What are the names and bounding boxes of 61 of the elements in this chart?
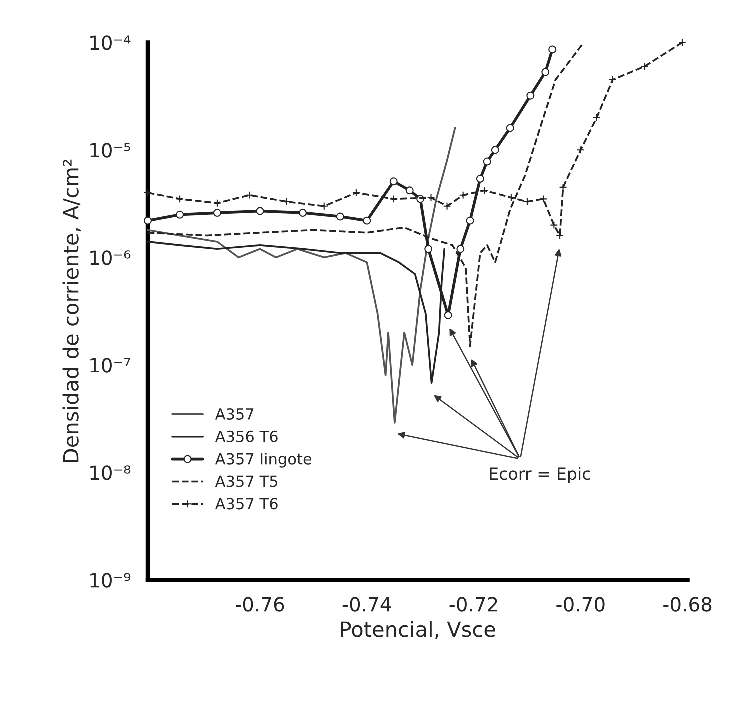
point [592, 114, 601, 122]
point [608, 76, 617, 84]
legend-label: A356 T6 [215, 430, 278, 442]
x-tick-label: -0.70 [556, 597, 605, 612]
legend-label: A357 [215, 408, 254, 420]
point [298, 209, 307, 218]
y-tick-label: 10⁻⁶ [90, 250, 131, 266]
point [363, 216, 372, 225]
point [176, 195, 184, 204]
point [336, 212, 344, 221]
point [320, 202, 328, 210]
point [282, 198, 291, 206]
point [641, 62, 650, 70]
point [459, 191, 468, 200]
y-tick-label: 10⁻⁹ [90, 573, 131, 588]
point [427, 194, 436, 202]
point [480, 186, 489, 195]
point [144, 188, 152, 197]
x-tick-label: -0.74 [342, 597, 392, 612]
point [246, 191, 254, 200]
x-tick-label: -0.72 [450, 597, 498, 612]
point [444, 311, 452, 320]
point [506, 124, 514, 132]
y-tick-label: 10⁻⁴ [90, 36, 131, 50]
point [443, 202, 452, 210]
point [144, 216, 152, 225]
point [256, 207, 264, 216]
point [466, 216, 474, 225]
point [176, 210, 184, 219]
point [540, 195, 548, 204]
point [559, 183, 568, 192]
point [548, 46, 557, 54]
y-axis-title: Densidad de corriente, A/cm² [62, 160, 82, 462]
y-tick-label: 10⁻⁸ [90, 466, 131, 480]
point [352, 188, 360, 197]
x-tick-label: -0.68 [664, 597, 712, 612]
y-tick-label: 10⁻⁷ [90, 358, 130, 373]
point [576, 146, 585, 154]
point [542, 68, 550, 76]
legend-label: A357 T5 [215, 476, 278, 488]
point [213, 199, 222, 208]
point [491, 146, 500, 154]
point [483, 158, 492, 166]
point [213, 209, 222, 218]
point [424, 245, 433, 254]
point [456, 245, 465, 254]
legend-label: A357 T6 [215, 498, 278, 510]
y-tick-label: 10⁻⁵ [90, 143, 130, 158]
point [523, 198, 532, 206]
point [390, 178, 398, 186]
line-series [147, 127, 456, 424]
point [406, 186, 414, 195]
x-axis-title: Potencial, Vsce [341, 621, 496, 640]
point [678, 38, 686, 47]
point [526, 92, 535, 100]
x-tick-label: -0.76 [236, 597, 284, 612]
annotation: Ecorr = Epic [490, 467, 590, 484]
point [507, 194, 516, 202]
point [550, 221, 558, 230]
point [476, 174, 484, 183]
legend-label: A357 lingote [215, 453, 312, 468]
